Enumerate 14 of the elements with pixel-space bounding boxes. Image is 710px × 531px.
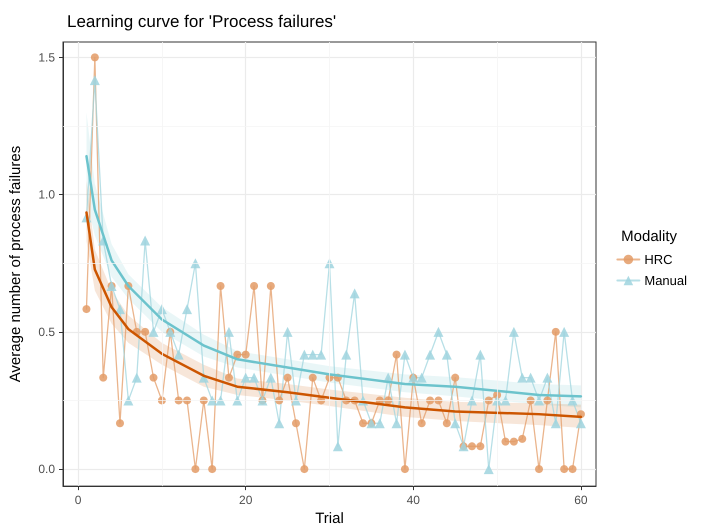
chart-title: Learning curve for 'Process failures' (67, 12, 336, 31)
x-tick-label: 0 (74, 493, 82, 508)
x-axis-title: Trial (315, 510, 344, 527)
y-tick-label: 0.0 (38, 462, 56, 476)
legend-title: Modality (621, 228, 678, 245)
y-axis-title: Average number of process failures (7, 146, 24, 382)
x-tick-label: 40 (406, 493, 420, 508)
x-tick-label: 60 (574, 493, 588, 508)
legend-label: Manual (644, 273, 688, 288)
y-tick-label: 1.0 (38, 188, 56, 202)
legend-label: HRC (644, 252, 673, 267)
y-tick-label: 0.5 (38, 324, 56, 339)
x-tick-label: 20 (239, 493, 253, 508)
y-tick-label: 1.5 (38, 50, 56, 64)
